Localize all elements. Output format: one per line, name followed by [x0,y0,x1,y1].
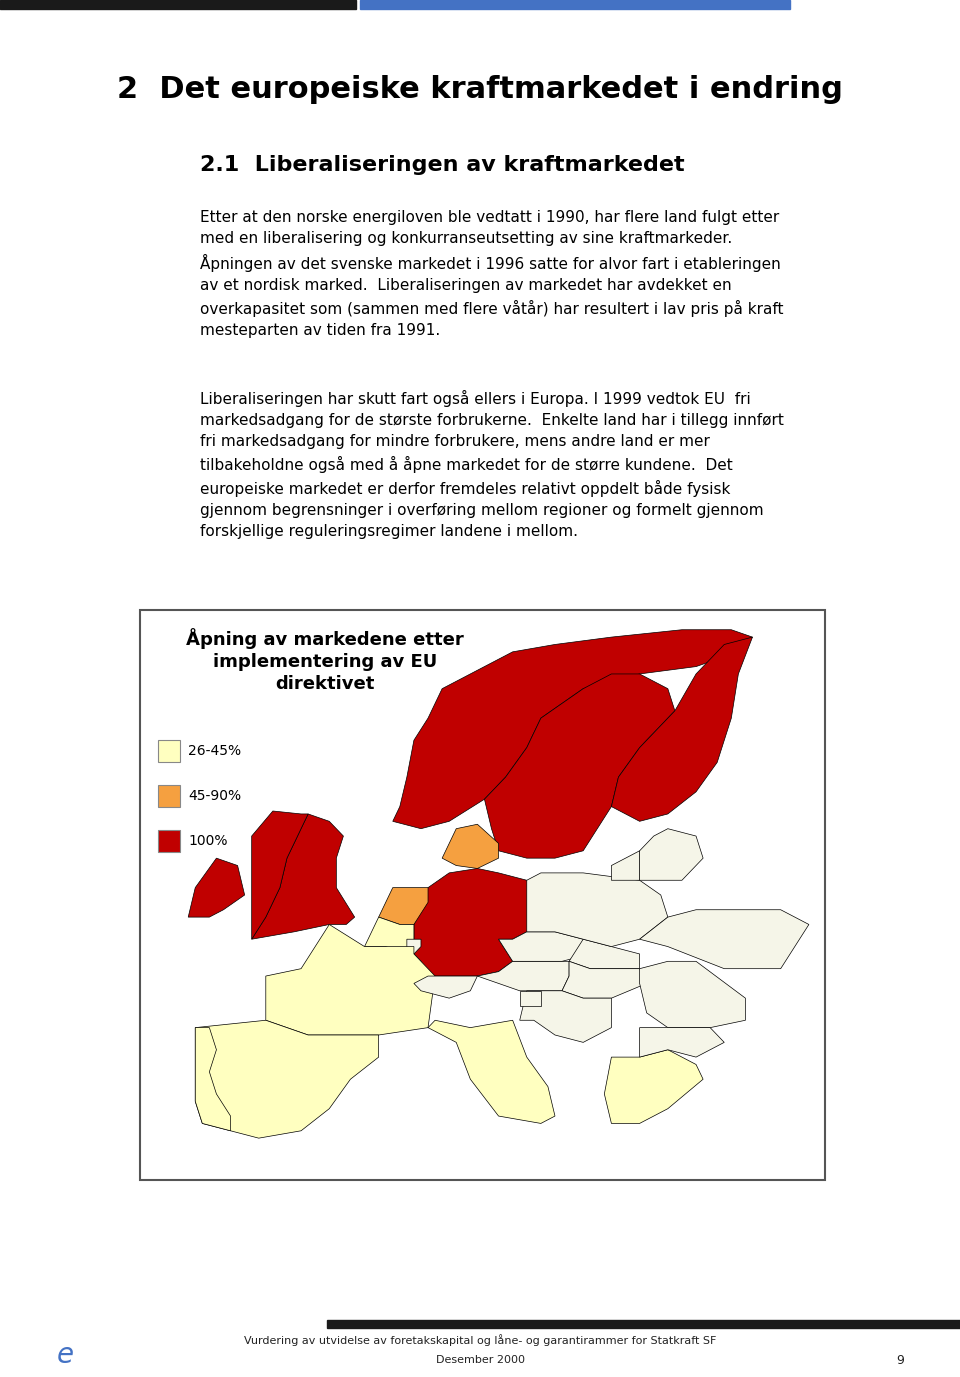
Text: 26-45%: 26-45% [188,744,241,757]
Text: Etter at den norske energiloven ble vedtatt i 1990, har flere land fulgt etter
m: Etter at den norske energiloven ble vedt… [200,211,783,337]
Polygon shape [414,976,477,998]
Bar [158,830,180,852]
Polygon shape [639,961,745,1027]
Bar [158,739,180,761]
Text: 9: 9 [896,1354,904,1366]
Polygon shape [485,673,675,858]
Polygon shape [562,961,647,998]
Bar [0,0,356,10]
Text: 45-90%: 45-90% [188,789,241,803]
Bar [360,0,790,10]
Polygon shape [195,1027,230,1131]
Polygon shape [519,991,612,1042]
Text: 2  Det europeiske kraftmarkedet i endring: 2 Det europeiske kraftmarkedet i endring [117,74,843,105]
Text: Åpning av markedene etter
implementering av EU
direktivet: Åpning av markedene etter implementering… [186,628,464,694]
Polygon shape [393,629,753,829]
Polygon shape [414,869,540,976]
Text: e: e [57,1341,74,1369]
Polygon shape [612,851,639,880]
Text: 100%: 100% [188,834,228,848]
Polygon shape [428,1020,555,1124]
Text: Liberaliseringen har skutt fart også ellers i Europa. I 1999 vedtok EU  fri
mark: Liberaliseringen har skutt fart også ell… [200,390,784,538]
Polygon shape [639,910,809,968]
Polygon shape [365,917,414,954]
Polygon shape [477,961,569,991]
Polygon shape [443,825,498,869]
Text: Vurdering av utvidelse av foretakskapital og låne- og garantirammer for Statkraf: Vurdering av utvidelse av foretakskapita… [244,1334,716,1345]
Text: Desember 2000: Desember 2000 [436,1355,524,1365]
Polygon shape [639,829,703,880]
Polygon shape [605,1049,703,1124]
Polygon shape [612,638,753,821]
Bar [158,785,180,807]
Polygon shape [266,924,435,1036]
Polygon shape [639,1027,724,1058]
Bar [327,1321,960,1327]
Polygon shape [195,1020,378,1139]
Polygon shape [252,814,354,939]
Polygon shape [569,939,639,968]
Polygon shape [252,811,308,939]
Polygon shape [519,991,540,1005]
Polygon shape [498,932,590,961]
Bar [140,610,825,1180]
Polygon shape [188,858,245,917]
Polygon shape [407,939,421,954]
Polygon shape [527,873,668,946]
Polygon shape [378,888,428,924]
Text: 2.1  Liberaliseringen av kraftmarkedet: 2.1 Liberaliseringen av kraftmarkedet [200,156,684,175]
